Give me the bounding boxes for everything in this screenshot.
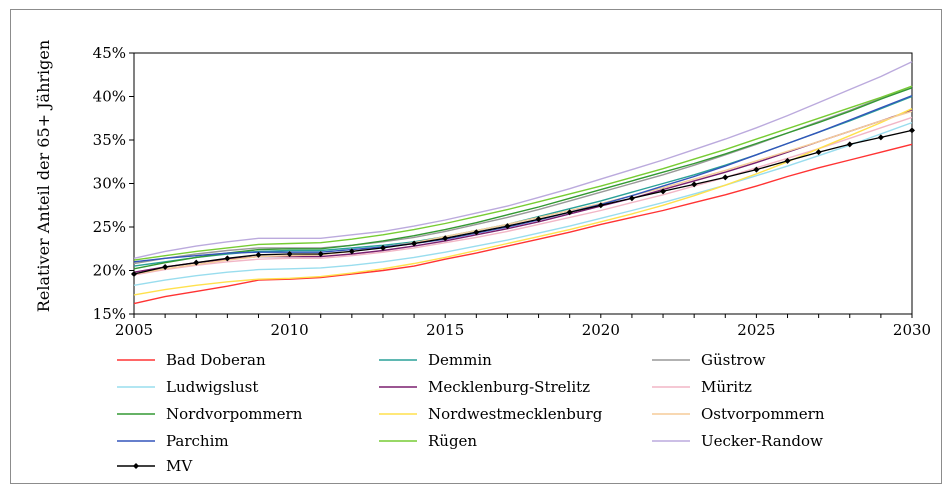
series-line-bad-doberan	[133, 143, 913, 305]
data-point	[815, 149, 822, 156]
y-tick-label: 15%	[93, 305, 126, 323]
legend-marker	[133, 463, 139, 469]
y-tick-label: 20%	[93, 262, 126, 280]
data-point	[566, 209, 573, 216]
x-tick-label: 2005	[115, 321, 153, 339]
x-tick-label: 2010	[271, 321, 309, 339]
legend-label: Güstrow	[701, 351, 766, 369]
legend-label: Nordwestmecklenburg	[428, 405, 603, 423]
data-point	[504, 223, 511, 230]
x-tick-label: 2025	[737, 321, 775, 339]
legend: Bad Doberan Demmin Güstrow Ludwigslust Meckl…	[117, 351, 825, 475]
x-tick-label: 2015	[426, 321, 464, 339]
axes: 15% 20% 25% 30% 35% 40% 45% 2005 2010 2015 2020 202…	[93, 44, 931, 339]
y-tick-label: 25%	[93, 218, 126, 236]
data-point	[753, 166, 760, 173]
series-line-nordvorpommern	[133, 87, 913, 270]
y-tick-label: 35%	[93, 131, 126, 149]
data-point	[286, 250, 293, 257]
y-axis-label: Relativer Anteil der 65+ Jährigen	[34, 40, 53, 312]
series-line-nordwestmecklenburg	[133, 108, 913, 296]
x-tick-label: 2020	[582, 321, 620, 339]
legend-label: Demmin	[428, 351, 492, 369]
y-tick-label: 45%	[93, 44, 126, 62]
data-point	[348, 248, 355, 255]
data-point	[846, 141, 853, 148]
legend-label: Ostvorpommern	[701, 405, 825, 423]
legend-label: Mecklenburg-Strelitz	[428, 378, 590, 396]
data-point	[909, 127, 915, 134]
data-point	[877, 134, 884, 141]
series-line-m-ritz	[133, 116, 913, 276]
series-line-ludwigslust	[133, 121, 913, 286]
data-point	[784, 157, 791, 164]
series-line-r-gen	[133, 85, 913, 261]
series-line-parchim	[133, 94, 913, 263]
data-point	[442, 235, 449, 242]
series-layer	[131, 61, 915, 305]
data-point	[411, 240, 418, 247]
legend-label: Parchim	[166, 432, 229, 450]
data-point	[473, 229, 480, 236]
data-point	[131, 270, 137, 277]
legend-label: Rügen	[428, 432, 477, 450]
series-line-ostvorpommern	[133, 110, 913, 275]
series-line-uecker-randow	[133, 61, 913, 259]
data-point	[660, 188, 667, 195]
y-tick-label: 30%	[93, 175, 126, 193]
data-point	[691, 181, 698, 188]
plot-border	[133, 52, 913, 315]
data-point	[535, 216, 542, 223]
data-point	[628, 195, 635, 202]
data-point	[193, 259, 200, 266]
legend-label: Nordvorpommern	[166, 405, 303, 423]
legend-label: Bad Doberan	[166, 351, 266, 369]
data-point	[722, 174, 729, 181]
legend-label: MV	[166, 457, 193, 475]
data-point	[162, 264, 169, 271]
data-point	[317, 250, 324, 257]
data-point	[597, 202, 604, 209]
data-point	[224, 255, 231, 262]
series-line-mv	[133, 129, 913, 275]
data-point	[379, 244, 386, 251]
data-point	[255, 251, 262, 258]
legend-label: Müritz	[701, 378, 752, 396]
legend-label: Ludwigslust	[166, 378, 258, 396]
legend-label: Uecker-Randow	[701, 432, 823, 450]
x-tick-label: 2030	[893, 321, 931, 339]
y-tick-label: 40%	[93, 88, 126, 106]
